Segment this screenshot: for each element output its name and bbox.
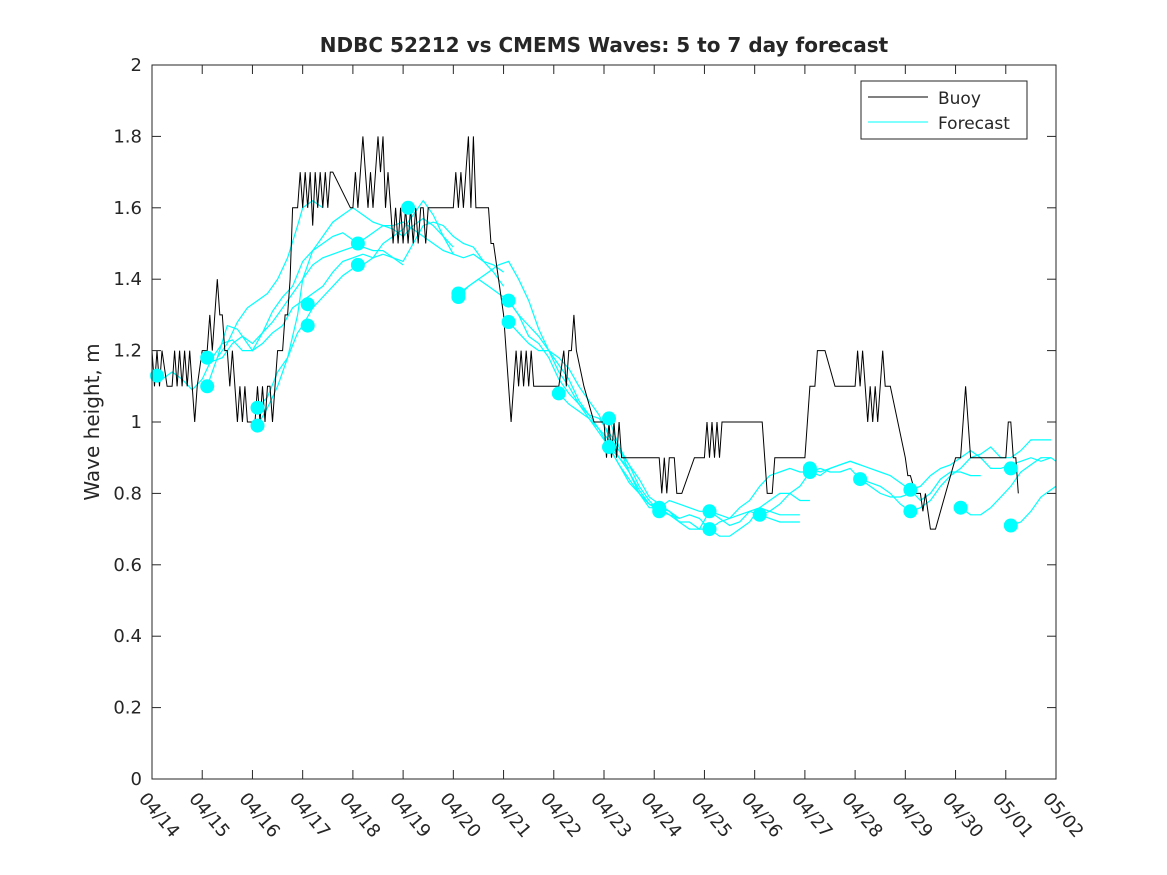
legend-box <box>860 80 1028 140</box>
legend-forecast-label: Forecast <box>938 114 1010 134</box>
forecast-start-marker <box>300 318 315 333</box>
forecast-run-line <box>216 199 324 359</box>
forecast-start-marker <box>953 500 968 515</box>
forecast-run-line <box>1010 485 1057 527</box>
forecast-start-marker <box>602 411 616 426</box>
forecast-run-line <box>558 392 710 530</box>
forecast-start-marker <box>702 504 717 519</box>
forecast-start-marker <box>501 293 516 308</box>
y-tick-label: 1.6 <box>113 198 142 219</box>
forecast-run-line <box>960 457 1057 516</box>
forecast-run-line <box>809 460 981 502</box>
legend: Buoy Forecast <box>860 80 1028 140</box>
forecast-start-marker <box>652 504 667 519</box>
forecast-start-marker <box>350 257 365 272</box>
forecast-start-marker <box>602 440 616 454</box>
forecast-run-line <box>658 492 810 537</box>
forecast-start-marker <box>200 350 215 365</box>
y-tick-label: 0.8 <box>113 483 142 504</box>
chart-title: NDBC 52212 vs CMEMS Waves: 5 to 7 day fo… <box>320 33 889 57</box>
y-tick-label: 2 <box>131 55 142 76</box>
forecast-start-marker <box>250 418 265 433</box>
forecast-run-line <box>151 253 404 391</box>
forecast-start-marker <box>451 290 466 304</box>
y-tick-label: 1.8 <box>113 126 142 147</box>
y-tick-label: 1 <box>131 412 142 433</box>
y-tick-label: 1.4 <box>113 269 142 290</box>
forecast-start-marker <box>150 368 164 383</box>
forecast-run-line <box>508 300 660 509</box>
forecast-start-marker <box>250 400 265 415</box>
forecast-start-marker <box>200 379 215 394</box>
y-tick-label: 0.4 <box>113 626 142 647</box>
forecast-run-line <box>859 439 1051 512</box>
forecast-run-line <box>759 467 911 516</box>
forecast-run-line <box>458 260 660 512</box>
forecast-start-marker <box>551 386 566 401</box>
y-tick-label: 1.2 <box>113 341 142 362</box>
forecast-start-marker <box>300 297 315 312</box>
forecast-start-marker <box>853 472 868 487</box>
forecast-start-marker <box>350 236 365 251</box>
y-axis-label: Wave height, m <box>80 343 104 500</box>
forecast-run-line <box>608 418 800 530</box>
forecast-start-marker <box>903 482 918 497</box>
forecast-start-marker <box>702 522 717 537</box>
y-tick-label: 0.2 <box>113 698 142 719</box>
y-tick-label: 0 <box>131 769 142 790</box>
forecast-start-marker <box>401 200 416 215</box>
forecast-start-marker <box>802 465 817 479</box>
forecast-start-marker <box>752 507 767 522</box>
forecast-start-marker <box>1003 518 1018 533</box>
legend-buoy-label: Buoy <box>938 89 981 109</box>
plot-area <box>150 136 1057 537</box>
y-axis-ticks: 0 0.2 0.4 0.6 0.8 1 1.2 1.4 1.6 1.8 2 <box>113 55 1056 790</box>
forecast-start-marker <box>1003 461 1018 476</box>
forecast-start-marker <box>501 315 516 329</box>
forecast-start-marker <box>903 504 918 519</box>
y-tick-label: 0.6 <box>113 555 142 576</box>
forecast-run-line <box>508 321 680 519</box>
